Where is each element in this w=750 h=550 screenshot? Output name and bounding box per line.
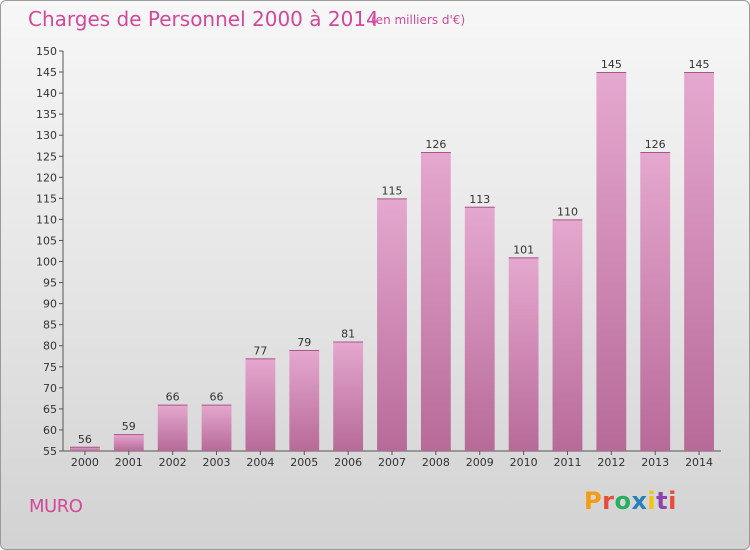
y-tick-label: 125 [36, 150, 57, 163]
bar [508, 257, 539, 451]
x-tick-label: 2008 [422, 456, 450, 469]
bar [333, 341, 364, 451]
y-tick-label: 105 [36, 234, 57, 247]
data-label: 126 [645, 138, 666, 151]
y-tick-label: 60 [43, 424, 57, 437]
bar [201, 404, 232, 451]
y-tick-label: 95 [43, 277, 57, 290]
x-tick-label: 2002 [159, 456, 187, 469]
logo-letter: i [647, 487, 657, 515]
chart-subtitle: (en milliers d'€) [371, 13, 466, 27]
bar [464, 206, 495, 451]
logo-letter: t [656, 487, 669, 515]
data-label: 115 [382, 184, 403, 197]
y-tick-label: 80 [43, 340, 57, 353]
bar [596, 72, 627, 451]
bar [113, 434, 144, 451]
x-tick-label: 2003 [203, 456, 231, 469]
bar [377, 198, 407, 451]
data-label: 77 [253, 344, 267, 357]
y-tick-label: 115 [36, 192, 57, 205]
y-tick-label: 70 [43, 382, 57, 395]
y-tick-label: 120 [36, 171, 57, 184]
data-label: 81 [341, 328, 355, 341]
bar [245, 358, 276, 451]
y-tick-label: 85 [43, 319, 57, 332]
x-tick-label: 2001 [115, 456, 143, 469]
bar [420, 152, 451, 452]
x-tick-label: 2000 [71, 456, 99, 469]
data-label: 66 [210, 391, 224, 404]
data-label: 101 [513, 243, 534, 256]
y-tick-label: 135 [36, 108, 57, 121]
logo-letter: x [631, 487, 648, 515]
x-tick-label: 2011 [553, 456, 581, 469]
bar [552, 219, 583, 451]
y-tick-label: 150 [36, 45, 57, 58]
data-label: 56 [78, 433, 92, 446]
chart-title: Charges de Personnel 2000 à 2014 [28, 7, 379, 31]
proxiti-logo: Proxiti [584, 487, 677, 515]
data-label: 66 [166, 391, 180, 404]
x-tick-label: 2013 [641, 456, 669, 469]
bar [684, 72, 714, 451]
data-label: 59 [122, 420, 136, 433]
data-label: 110 [557, 205, 578, 218]
data-label: 145 [689, 58, 710, 71]
y-tick-label: 75 [43, 361, 57, 374]
commune-name: MURO [29, 496, 83, 517]
bar [640, 152, 671, 452]
y-tick-label: 55 [43, 445, 57, 458]
data-label: 79 [297, 336, 311, 349]
y-tick-label: 65 [43, 403, 57, 416]
bar [70, 446, 100, 451]
y-tick-label: 145 [36, 66, 57, 79]
data-label: 126 [425, 138, 446, 151]
y-tick-label: 100 [36, 256, 57, 269]
x-tick-label: 2007 [378, 456, 406, 469]
x-tick-label: 2004 [246, 456, 274, 469]
plot-area: 55 60 65 70 75 80 85 90 95 100 105 110 115 120 125 130 1… [36, 45, 721, 469]
x-tick-label: 2005 [290, 456, 318, 469]
x-tick-label: 2012 [597, 456, 625, 469]
y-tick-label: 90 [43, 298, 57, 311]
data-label: 145 [601, 58, 622, 71]
logo-letter: o [614, 487, 632, 515]
y-tick-label: 110 [36, 213, 57, 226]
x-tick-label: 2006 [334, 456, 362, 469]
y-tick-label: 140 [36, 87, 57, 100]
logo-letter: P [584, 487, 603, 515]
y-tick-label: 130 [36, 129, 57, 142]
x-tick-label: 2010 [510, 456, 538, 469]
x-tick-label: 2014 [685, 456, 713, 469]
logo-letter: i [668, 487, 677, 515]
x-tick-label: 2009 [466, 456, 494, 469]
logo-letter: r [602, 487, 615, 515]
bar [289, 349, 320, 451]
data-label: 113 [469, 193, 490, 206]
bar [157, 404, 188, 451]
